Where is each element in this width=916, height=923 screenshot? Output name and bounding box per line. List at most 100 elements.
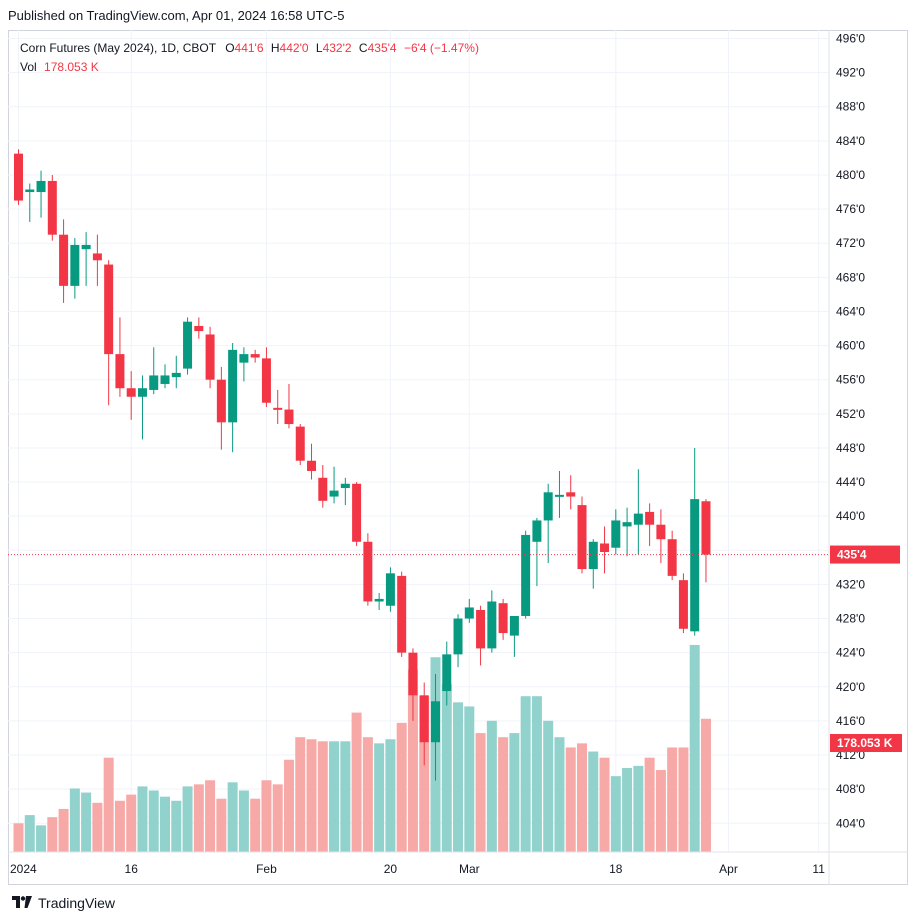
candle-body[interactable] bbox=[104, 264, 114, 355]
volume-bar bbox=[588, 751, 599, 852]
candle-body[interactable] bbox=[126, 388, 136, 397]
volume-bar bbox=[498, 737, 509, 852]
candle-body[interactable] bbox=[295, 426, 305, 461]
candle-body[interactable] bbox=[14, 153, 23, 201]
candle-body[interactable] bbox=[194, 325, 204, 332]
candle-body[interactable] bbox=[216, 379, 226, 423]
legend-high-label: H bbox=[270, 41, 280, 55]
candle-body[interactable] bbox=[149, 375, 159, 390]
volume-bar bbox=[272, 784, 283, 852]
footer-brand[interactable]: TradingView bbox=[12, 895, 115, 911]
candle-body[interactable] bbox=[160, 375, 170, 384]
volume-bar bbox=[13, 823, 24, 852]
price-tick-label: 456'0 bbox=[836, 373, 865, 387]
candle-body[interactable] bbox=[385, 573, 395, 606]
price-tick-label: 468'0 bbox=[836, 270, 865, 284]
volume-bar bbox=[160, 796, 171, 852]
candle-body[interactable] bbox=[464, 607, 474, 619]
candle-body[interactable] bbox=[25, 189, 35, 193]
candle-body[interactable] bbox=[701, 501, 711, 555]
candle-body[interactable] bbox=[442, 654, 452, 692]
volume-bar bbox=[441, 683, 452, 852]
candle-body[interactable] bbox=[600, 543, 610, 553]
candle-body[interactable] bbox=[678, 580, 688, 629]
candle-body[interactable] bbox=[622, 522, 632, 527]
candle-body[interactable] bbox=[611, 520, 621, 548]
candle-body[interactable] bbox=[656, 524, 666, 540]
volume-bar bbox=[317, 741, 328, 852]
candle-body[interactable] bbox=[509, 615, 519, 636]
volume-bar bbox=[644, 757, 655, 852]
price-tick-label: 424'0 bbox=[836, 646, 865, 660]
candle-body[interactable] bbox=[374, 598, 384, 602]
candle-body[interactable] bbox=[250, 354, 260, 358]
volume-bar bbox=[250, 798, 261, 852]
candle-body[interactable] bbox=[228, 349, 238, 423]
volume-bar bbox=[24, 815, 35, 852]
candle-body[interactable] bbox=[171, 372, 181, 378]
candle-body[interactable] bbox=[588, 541, 598, 570]
candle-body[interactable] bbox=[36, 180, 46, 193]
candle-body[interactable] bbox=[81, 244, 91, 250]
candle-body[interactable] bbox=[476, 610, 486, 649]
candle-body[interactable] bbox=[363, 541, 373, 602]
candle-body[interactable] bbox=[419, 695, 429, 743]
footer-brand-text: TradingView bbox=[38, 895, 116, 911]
candlestick-chart[interactable]: 496'0 492'0 488'0 484'0 480'0 476'0 472'0 468'0… bbox=[8, 30, 908, 885]
volume-bar bbox=[47, 817, 58, 852]
candle-body[interactable] bbox=[92, 253, 102, 261]
volume-bar bbox=[171, 800, 182, 852]
time-tick-label: 11 bbox=[812, 862, 825, 876]
candle-body[interactable] bbox=[577, 505, 587, 570]
candle-body[interactable] bbox=[690, 499, 700, 632]
candle-body[interactable] bbox=[645, 511, 655, 525]
candle-body[interactable] bbox=[352, 483, 362, 542]
candle-body[interactable] bbox=[47, 180, 57, 235]
legend-low-value: 432'2 bbox=[322, 41, 352, 55]
price-tick-label: 472'0 bbox=[836, 236, 865, 250]
candle-body[interactable] bbox=[633, 513, 643, 525]
volume-bar bbox=[182, 786, 193, 852]
time-tick-label: Feb bbox=[256, 862, 277, 876]
time-axis: 2024 16 Feb 20 Mar 18 Apr 11 bbox=[10, 862, 825, 876]
legend-open-value: 441'6 bbox=[234, 41, 264, 55]
candle-body[interactable] bbox=[239, 354, 249, 363]
candle-body[interactable] bbox=[115, 354, 125, 389]
candle-body[interactable] bbox=[59, 234, 69, 286]
price-tick-label: 460'0 bbox=[836, 339, 865, 353]
candle-body[interactable] bbox=[554, 494, 564, 497]
volume-bar bbox=[295, 737, 306, 852]
candle-body[interactable] bbox=[430, 701, 440, 743]
price-tick-label: 432'0 bbox=[836, 577, 865, 591]
volume-bar bbox=[610, 776, 621, 852]
volume-bar bbox=[667, 747, 678, 852]
volume-badge: 178.053 K bbox=[830, 734, 902, 752]
candle-body[interactable] bbox=[70, 244, 80, 286]
candle-body[interactable] bbox=[284, 409, 294, 425]
candle-body[interactable] bbox=[261, 358, 271, 403]
volume-bar bbox=[92, 802, 103, 852]
candle-body[interactable] bbox=[329, 490, 339, 497]
candle-body[interactable] bbox=[318, 477, 328, 501]
candle-body[interactable] bbox=[273, 407, 283, 410]
candle-body[interactable] bbox=[532, 520, 542, 542]
candle-body[interactable] bbox=[543, 492, 553, 521]
published-caption: Published on TradingView.com, Apr 01, 20… bbox=[8, 8, 345, 23]
candle-body[interactable] bbox=[340, 483, 350, 489]
legend-vol-value: 178.053 K bbox=[44, 60, 99, 74]
price-candles bbox=[14, 149, 711, 781]
candle-body[interactable] bbox=[521, 534, 531, 616]
candle-body[interactable] bbox=[307, 460, 317, 471]
candle-body[interactable] bbox=[498, 603, 508, 634]
candle-body[interactable] bbox=[487, 601, 497, 649]
price-tick-label: 496'0 bbox=[836, 32, 865, 46]
candle-body[interactable] bbox=[667, 539, 677, 576]
candle-body[interactable] bbox=[397, 575, 407, 653]
candle-body[interactable] bbox=[137, 388, 147, 397]
candle-body[interactable] bbox=[453, 618, 463, 655]
candle-body[interactable] bbox=[408, 652, 418, 696]
candle-body[interactable] bbox=[183, 321, 193, 369]
candle-body[interactable] bbox=[205, 334, 215, 380]
candle-body[interactable] bbox=[566, 492, 576, 497]
time-tick-label: 20 bbox=[384, 862, 398, 876]
